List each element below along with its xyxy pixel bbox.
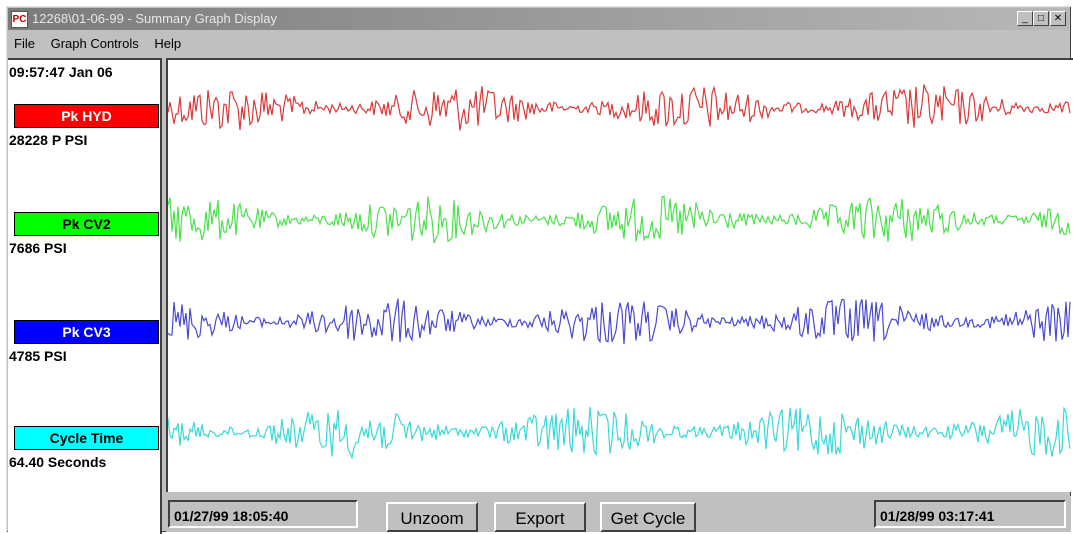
channel-cycle-time-value: 64.40 Seconds — [9, 454, 107, 470]
trace-pk-hyd — [167, 84, 1071, 131]
trace-pk-cv3 — [167, 298, 1071, 345]
close-button[interactable]: ✕ — [1050, 11, 1066, 26]
current-time: 09:57:47 Jan 06 — [9, 64, 113, 80]
title-bar[interactable]: PC 12268\01-06-99 - Summary Graph Displa… — [8, 8, 1069, 30]
trace-pk-cv2 — [167, 195, 1071, 244]
channel-cycle-time[interactable]: Cycle Time — [14, 426, 159, 450]
end-date-field: 01/28/99 03:17:41 — [874, 500, 1066, 528]
channel-pk-cv2[interactable]: Pk CV2 — [14, 212, 159, 236]
summary-graph[interactable] — [166, 58, 1073, 492]
app-icon: PC — [11, 11, 28, 28]
graph-canvas[interactable] — [167, 60, 1071, 490]
channel-pk-cv3[interactable]: Pk CV3 — [14, 320, 159, 344]
menu-file[interactable]: File — [14, 36, 35, 51]
channel-legend-panel: 09:57:47 Jan 06 Pk HYD 28228 P PSI Pk CV… — [8, 58, 162, 534]
menu-bar: File Graph Controls Help — [8, 32, 1069, 56]
channel-pk-cv2-value: 7686 PSI — [9, 240, 67, 256]
channel-pk-cv3-value: 4785 PSI — [9, 348, 67, 364]
menu-help[interactable]: Help — [154, 36, 182, 51]
trace-cycle-time — [167, 405, 1071, 460]
get-cycle-button[interactable]: Get Cycle — [600, 502, 696, 532]
start-date-field: 01/27/99 18:05:40 — [168, 500, 358, 528]
unzoom-button[interactable]: Unzoom — [386, 502, 478, 532]
window-title: 12268\01-06-99 - Summary Graph Display — [32, 11, 277, 26]
bottom-toolbar: 01/27/99 18:05:40 Unzoom Export Get Cycl… — [166, 496, 1071, 532]
app-window: PC 12268\01-06-99 - Summary Graph Displa… — [6, 6, 1073, 534]
channel-pk-hyd-value: 28228 P PSI — [9, 132, 88, 148]
export-button[interactable]: Export — [494, 502, 586, 532]
channel-pk-hyd[interactable]: Pk HYD — [14, 104, 159, 128]
maximize-button[interactable]: □ — [1033, 11, 1049, 26]
menu-graph-controls[interactable]: Graph Controls — [50, 36, 139, 51]
minimize-button[interactable]: _ — [1017, 11, 1033, 26]
